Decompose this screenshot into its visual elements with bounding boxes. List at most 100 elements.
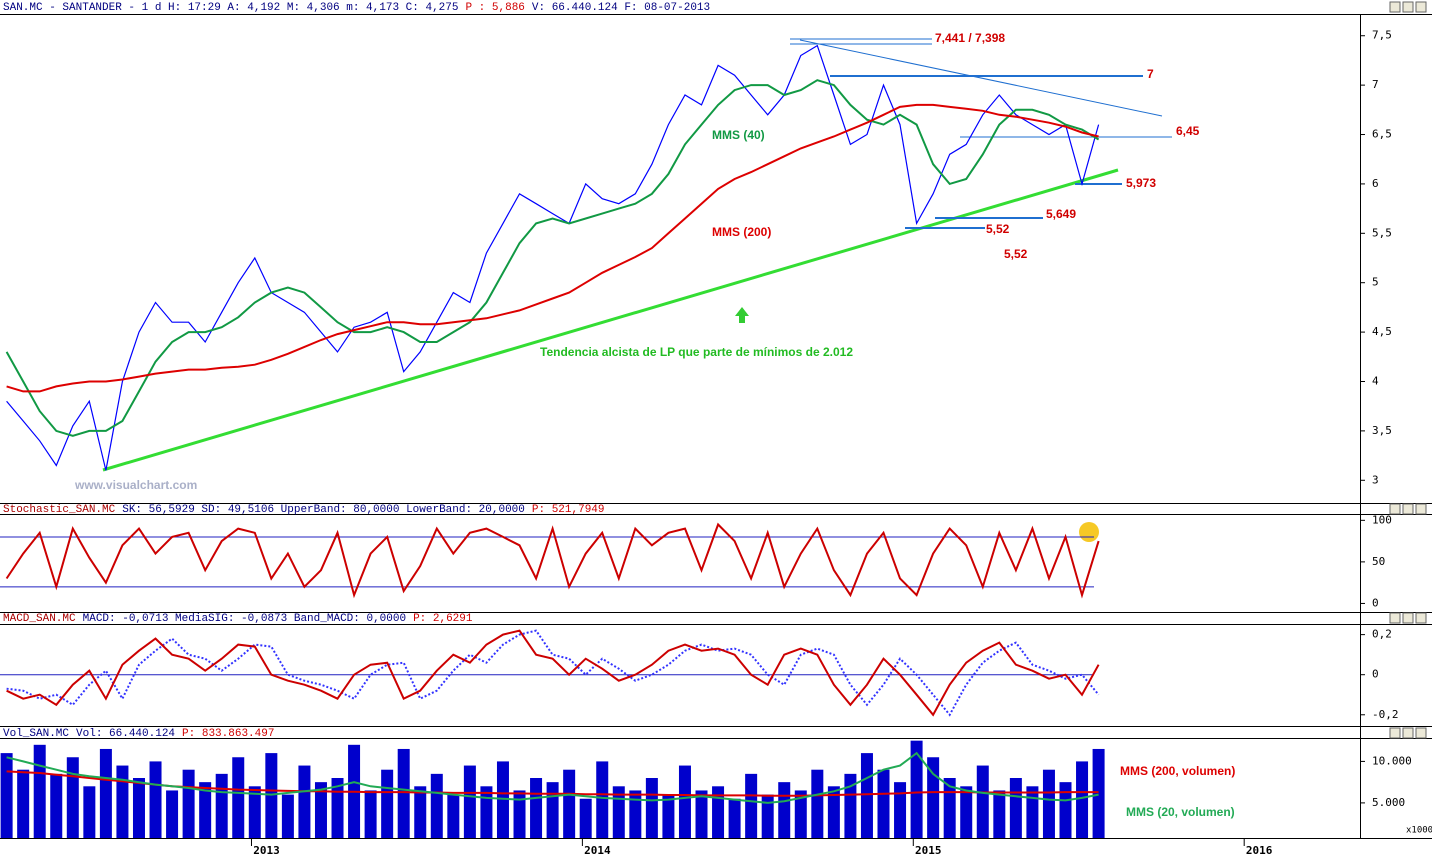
- panel-header: SAN.MC - SANTANDER - 1 d H: 17:29 A: 4,1…: [3, 2, 710, 14]
- volume-bar: [447, 794, 460, 838]
- volume-bar: [1092, 748, 1105, 838]
- volume-bar: [645, 778, 658, 838]
- series-line: [5, 79, 1100, 437]
- y-tick-label: 5.000: [1372, 796, 1405, 809]
- y-tick-label: 0: [1372, 668, 1379, 681]
- volume-bar: [298, 765, 311, 838]
- volume-bar: [215, 773, 228, 838]
- volume-bar: [513, 790, 526, 838]
- annotation: 5,52: [986, 222, 1010, 236]
- volume-bar: [496, 761, 509, 838]
- volume-bar: [695, 790, 708, 838]
- volume-bar: [83, 786, 96, 838]
- volume-bar: [877, 769, 890, 838]
- annotation: www.visualchart.com: [74, 478, 197, 492]
- x-tick-label: 2016: [1246, 844, 1273, 857]
- annotation: 7,441 / 7,398: [935, 31, 1005, 45]
- annotation: 7: [1147, 67, 1154, 81]
- analysis-lines: [102, 38, 1172, 542]
- panel-header: Vol_SAN.MC Vol: 66.440.124 P: 833.863.497: [3, 728, 274, 740]
- volume-bar: [778, 782, 791, 838]
- header-part: P: 2,6291: [413, 613, 473, 625]
- volume-bar: [546, 782, 559, 838]
- y-tick-label: 6,5: [1372, 128, 1392, 141]
- y-tick-label: 4,5: [1372, 325, 1392, 338]
- volume-bar: [894, 782, 907, 838]
- y-tick-label: 100: [1372, 513, 1392, 526]
- volume-bar: [728, 798, 741, 838]
- y-tick-label: 50: [1372, 555, 1385, 568]
- header-part: V: 66.440.124 F: 08-07-2013: [532, 2, 710, 14]
- y-tick-label: 10.000: [1372, 754, 1412, 767]
- volume-bar: [99, 748, 112, 838]
- volume-bar: [827, 786, 840, 838]
- volume-bar: [397, 748, 410, 838]
- window-buttons[interactable]: [1389, 1, 1427, 739]
- series-label: MMS (40): [712, 128, 765, 142]
- volume-bar: [132, 778, 145, 838]
- series-label: MMS (20, volumen): [1126, 805, 1235, 819]
- unit-label: x10000: [1406, 826, 1432, 836]
- volume-bar: [33, 744, 46, 838]
- header-part: SAN.MC - SANTANDER - 1 d H: 17:29 A: 4,1…: [3, 2, 458, 14]
- volume-bar: [0, 753, 13, 838]
- volume-bar: [844, 773, 857, 838]
- volume-bar: [1059, 782, 1072, 838]
- volume-bar: [430, 773, 443, 838]
- volume-bar: [414, 786, 427, 838]
- header-part: MACD_SAN.MC: [3, 613, 76, 625]
- volume-bar: [166, 790, 179, 838]
- header-part: P: 521,7949: [532, 504, 605, 516]
- volume-bar: [563, 769, 576, 838]
- series-line: [5, 522, 1100, 599]
- volume-bar: [248, 786, 261, 838]
- annotation: Tendencia alcista de LP que parte de mín…: [540, 345, 853, 359]
- y-tick-label: -0,2: [1372, 708, 1399, 721]
- y-tick-label: 7: [1372, 78, 1379, 91]
- x-tick-label: 2013: [253, 844, 280, 857]
- y-tick-label: 5: [1372, 276, 1379, 289]
- annotation: 5,52: [1004, 247, 1028, 261]
- volume-bar: [66, 757, 79, 838]
- volume-bar: [1026, 786, 1039, 838]
- volume-bar: [17, 769, 30, 838]
- volume-bar: [761, 794, 774, 838]
- volume-bar: [281, 794, 294, 838]
- frames: [0, 14, 1432, 839]
- volume-bar: [480, 786, 493, 838]
- volume-bar: [50, 773, 63, 838]
- y-tick-label: 3,5: [1372, 424, 1392, 437]
- panel-header: Stochastic_SAN.MC SK: 56,5929 SD: 49,5106…: [3, 504, 605, 516]
- volume-bar: [232, 757, 245, 838]
- annotation: 6,45: [1176, 124, 1200, 138]
- y-tick-label: 7,5: [1372, 29, 1392, 42]
- series-line: [6, 629, 1100, 717]
- volume-bar: [1042, 769, 1055, 838]
- header-part: Vol_SAN.MC: [3, 728, 69, 740]
- panel-header: MACD_SAN.MC MACD: -0,0713 MediaSIG: -0,08…: [3, 613, 473, 625]
- volume-bar: [678, 765, 691, 838]
- volume-bar: [116, 765, 129, 838]
- volume-bar: [182, 769, 195, 838]
- volume-bar: [993, 790, 1006, 838]
- volume-bar: [712, 786, 725, 838]
- header-part: Vol: 66.440.124: [76, 728, 175, 740]
- header-part: P: 833.863.497: [182, 728, 274, 740]
- volume-bar: [331, 778, 344, 838]
- volume-bar: [149, 761, 162, 838]
- volume-bar: [662, 794, 675, 838]
- volume-bar: [364, 790, 377, 838]
- series-line: [6, 751, 1099, 804]
- series-line: [6, 103, 1099, 393]
- annotation: 5,973: [1126, 176, 1156, 190]
- volume-bar: [579, 798, 592, 838]
- series-label: MMS (200, volumen): [1120, 764, 1235, 778]
- volume-bar: [530, 778, 543, 838]
- annotation: 5,649: [1046, 207, 1076, 221]
- volume-bar: [1009, 778, 1022, 838]
- y-tick-label: 4: [1372, 374, 1379, 387]
- volume-bar: [381, 769, 394, 838]
- volume-bar: [1076, 761, 1089, 838]
- header-part: P : 5,886: [465, 2, 524, 14]
